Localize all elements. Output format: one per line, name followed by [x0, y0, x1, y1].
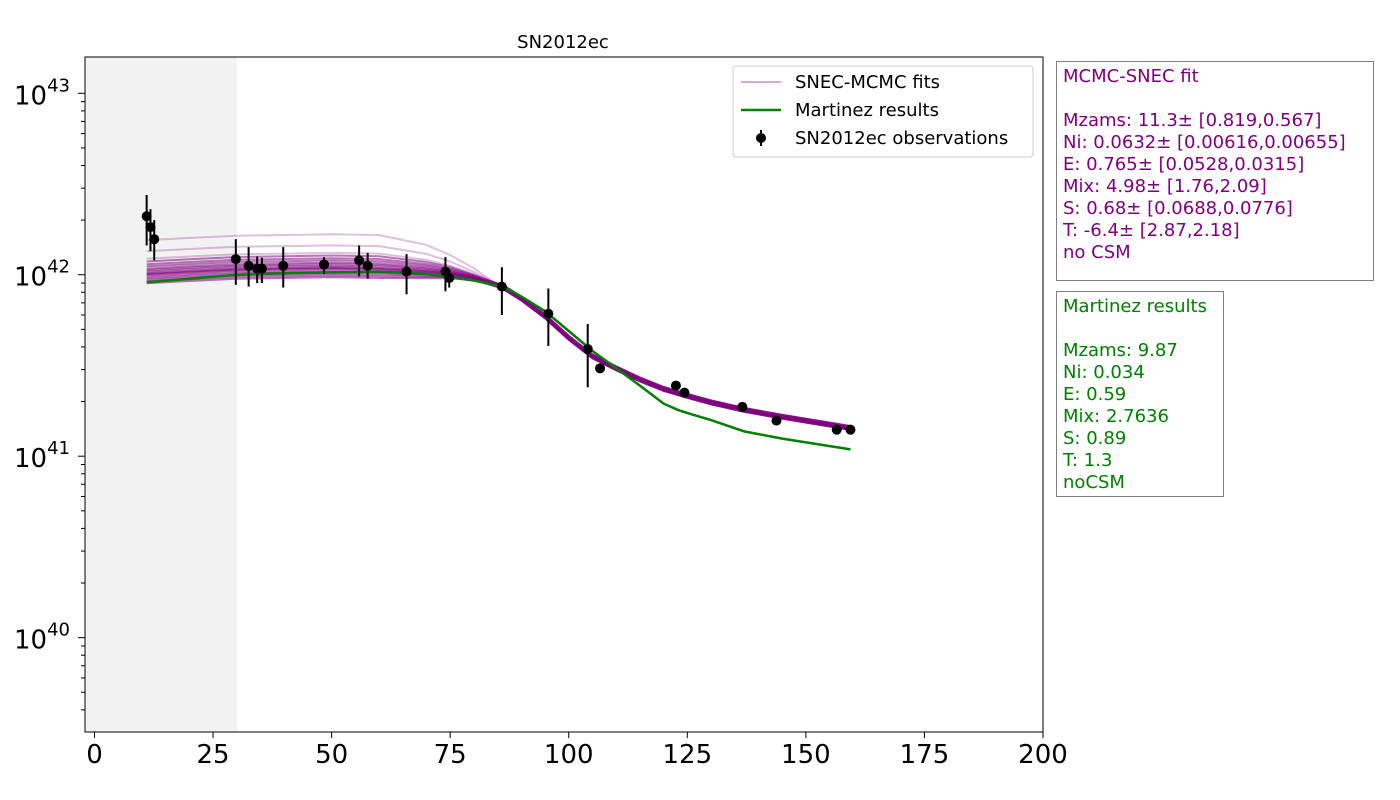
martinez-curve-group	[146, 270, 851, 451]
snec-mcmc-fit-line	[146, 266, 851, 428]
observation-point	[145, 222, 156, 233]
shaded-region	[85, 57, 237, 732]
snec-mcmc-fit-line	[146, 254, 851, 429]
observation-point	[771, 415, 782, 426]
mcmc-box-line: Mix: 4.98± [1.76,2.09]	[1063, 176, 1267, 197]
observation-point	[243, 260, 254, 271]
mcmc-snec-fit-box: MCMC-SNEC fit Mzams: 11.3± [0.819,0.567]…	[1056, 61, 1374, 281]
observation-point	[278, 260, 289, 271]
x-tick-label: 200	[1018, 740, 1068, 770]
martinez-results-box: Martinez results Mzams: 9.87 Ni: 0.034 E: …	[1056, 291, 1224, 497]
legend-label: SN2012ec observations	[795, 128, 1008, 149]
observation-point	[256, 263, 267, 274]
martinez-box-line: Mix: 2.7636	[1063, 406, 1169, 427]
snec-mcmc-fit-curves	[146, 233, 851, 431]
martinez-box-line: E: 0.59	[1063, 384, 1127, 405]
y-tick-label: 1043	[14, 75, 70, 111]
chart-title: SN2012ec	[517, 32, 609, 53]
martinez-box-line: S: 0.89	[1063, 428, 1127, 449]
mcmc-box-line: S: 0.68± [0.0688,0.0776]	[1063, 198, 1293, 219]
mcmc-box-line: Mzams: 11.3± [0.819,0.567]	[1063, 110, 1322, 131]
observation-point	[670, 380, 681, 391]
martinez-box-line: Ni: 0.034	[1063, 362, 1145, 383]
observation-point	[354, 255, 365, 266]
observation-point	[319, 259, 330, 270]
observation-point	[831, 424, 842, 435]
y-axis: 1040 1041 1042 1043	[14, 75, 85, 711]
martinez-box-line: Martinez results	[1063, 296, 1207, 317]
legend-label: SNEC-MCMC fits	[795, 72, 940, 93]
martinez-curve	[146, 270, 851, 451]
observation-point	[401, 266, 412, 277]
mcmc-box-line: MCMC-SNEC fit	[1063, 66, 1199, 87]
martinez-box-line: Mzams: 9.87	[1063, 340, 1178, 361]
plot-frame	[84, 56, 1044, 733]
legend-marker	[756, 133, 766, 143]
martinez-box-line: noCSM	[1063, 472, 1125, 493]
observation-point	[845, 424, 856, 435]
snec-mcmc-fit-line	[146, 276, 851, 430]
martinez-box-line: T: 1.3	[1063, 450, 1113, 471]
x-tick-label: 50	[315, 740, 348, 770]
observation-point	[444, 272, 455, 283]
observation-point	[543, 308, 554, 319]
observation-point	[362, 260, 373, 271]
observation-point	[149, 234, 160, 245]
observation-point	[141, 211, 152, 222]
mcmc-box-line: no CSM	[1063, 242, 1131, 263]
observation-point	[230, 254, 241, 265]
martinez-box-line	[1063, 318, 1217, 340]
x-tick-label: 100	[544, 740, 594, 770]
legend: SNEC-MCMC fits Martinez results SN2012ec o…	[732, 65, 1034, 158]
x-tick-label: 0	[86, 740, 103, 770]
y-tick-label: 1040	[14, 620, 70, 656]
observation-point	[582, 343, 593, 354]
mcmc-box-line: T: -6.4± [2.87,2.18]	[1063, 220, 1240, 241]
y-tick-label: 1042	[14, 257, 70, 293]
mcmc-box-line: Ni: 0.0632± [0.00616,0.00655]	[1063, 132, 1346, 153]
x-tick-label: 25	[197, 740, 230, 770]
x-tick-label: 125	[662, 740, 712, 770]
legend-frame	[732, 65, 1034, 158]
observation-point	[595, 363, 606, 374]
x-tick-label: 75	[434, 740, 467, 770]
observation-point	[737, 401, 748, 412]
x-axis: 0 25 50 75 100 125 150 175 200	[86, 732, 1068, 770]
mcmc-box-line: E: 0.765± [0.0528,0.0315]	[1063, 154, 1305, 175]
mcmc-box-line	[1063, 88, 1367, 110]
observations-group	[141, 195, 856, 435]
x-tick-label: 175	[900, 740, 950, 770]
observation-point	[679, 387, 690, 398]
y-tick-label: 1041	[14, 438, 70, 474]
snec-mcmc-fit-line	[146, 272, 851, 428]
observation-point	[496, 281, 507, 292]
legend-label: Martinez results	[795, 100, 939, 121]
x-tick-label: 150	[781, 740, 831, 770]
